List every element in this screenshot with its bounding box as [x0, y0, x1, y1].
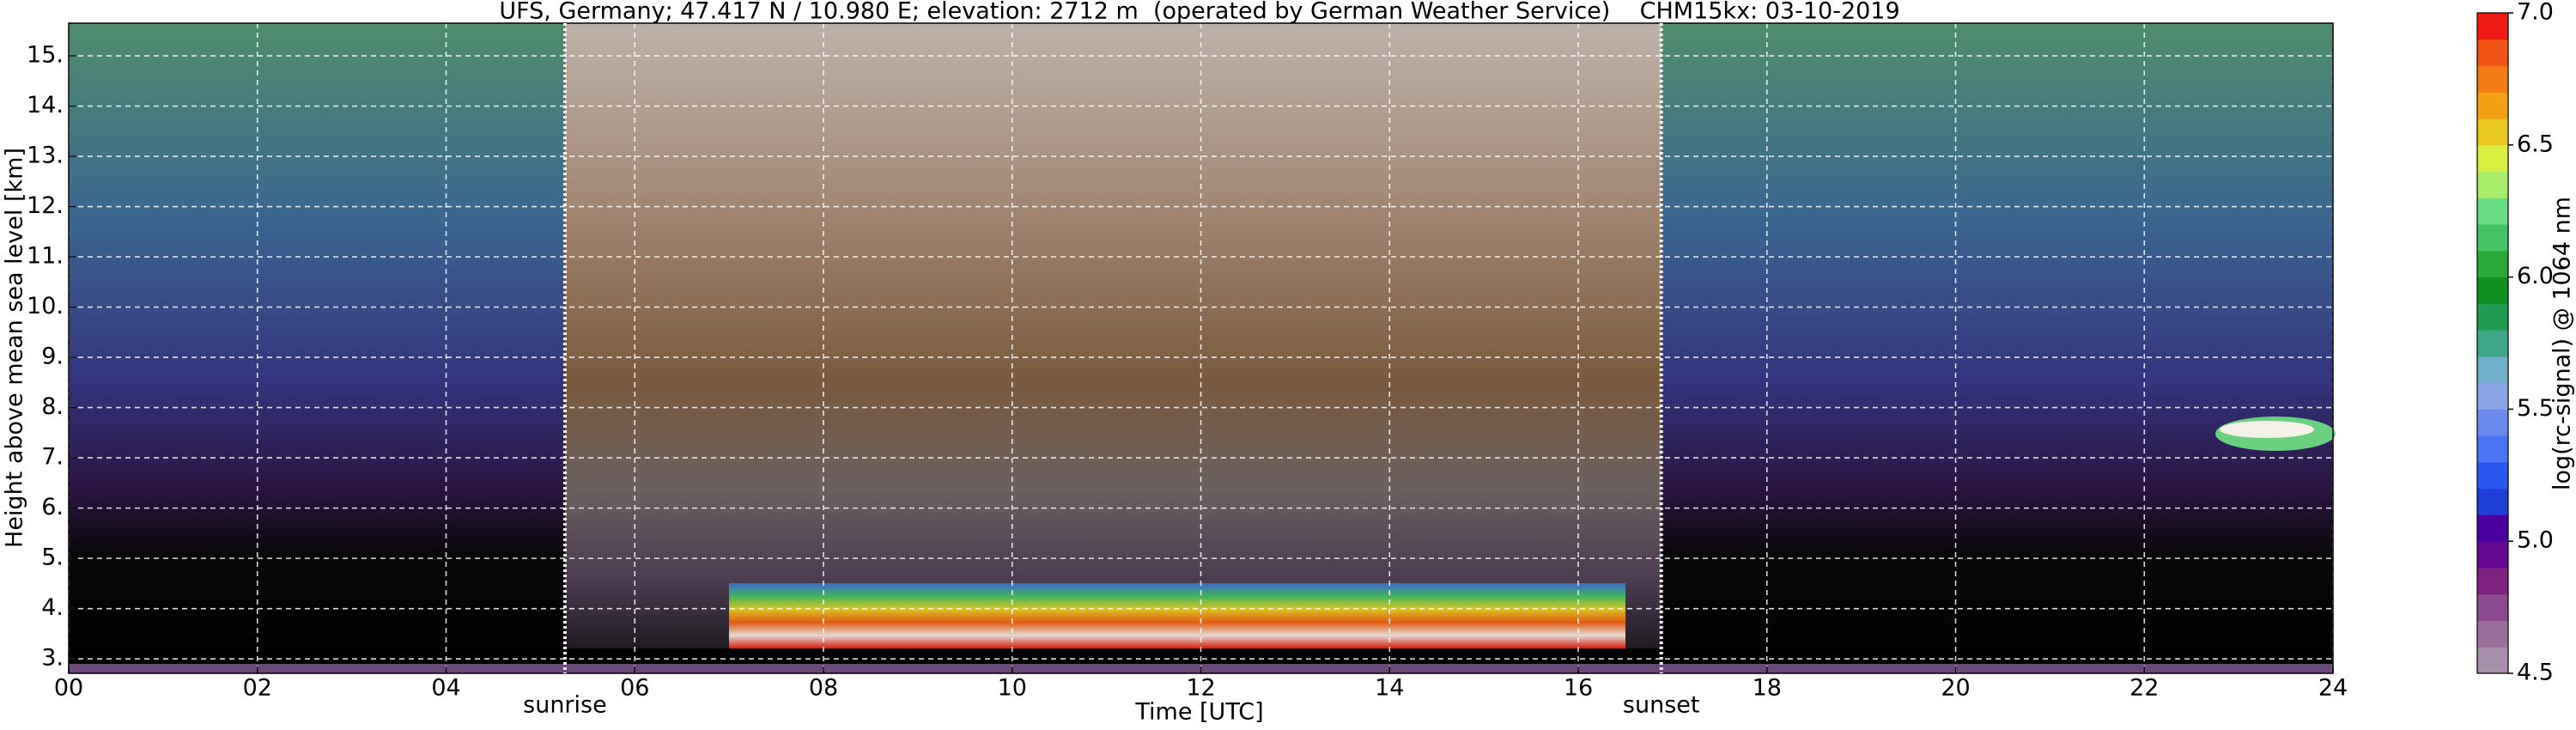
- colorbar-tick-label: 5.0: [2517, 527, 2554, 554]
- y-tick-label: 4.: [41, 594, 64, 621]
- y-tick-label: 7.: [41, 444, 64, 471]
- y-tick-label: 14.: [27, 92, 64, 119]
- x-tick-label: 14: [1375, 675, 1404, 702]
- colorbar-swatch: [2477, 303, 2508, 331]
- colorbar-swatch: [2477, 198, 2508, 225]
- y-tick-label: 11.: [27, 243, 64, 270]
- y-tick-label: 9.: [41, 344, 64, 370]
- colorbar-swatch: [2477, 13, 2508, 40]
- colorbar-swatch: [2477, 593, 2508, 621]
- x-tick-label: 12: [1186, 675, 1215, 702]
- colorbar-swatch: [2477, 356, 2508, 384]
- colorbar-tick-label: 5.5: [2517, 395, 2554, 422]
- colorbar-swatch: [2477, 435, 2508, 463]
- x-tick-label: 18: [1753, 675, 1782, 702]
- x-tick-label: 00: [54, 675, 83, 702]
- night-field: [69, 23, 565, 673]
- colorbar-tick-label: 4.5: [2517, 660, 2554, 686]
- x-tick-label: 22: [2129, 675, 2159, 702]
- annotation-label: sunrise: [523, 692, 607, 719]
- colorbar-swatch: [2477, 330, 2508, 357]
- cloud: [2220, 421, 2314, 438]
- colorbar-swatch: [2477, 250, 2508, 278]
- colorbar-swatch: [2477, 541, 2508, 569]
- colorbar-swatch: [2477, 382, 2508, 410]
- x-tick-label: 06: [620, 675, 649, 702]
- x-tick-label: 08: [809, 675, 838, 702]
- colorbar-swatch: [2477, 65, 2508, 93]
- colorbar-swatch: [2477, 461, 2508, 490]
- colorbar-tick-label: 7.0: [2517, 0, 2554, 26]
- colorbar-swatch: [2477, 620, 2508, 648]
- colorbar-swatch: [2477, 144, 2508, 173]
- y-tick-label: 3.: [41, 645, 64, 672]
- x-tick-label: 02: [243, 675, 272, 702]
- colorbar-swatch: [2477, 119, 2508, 146]
- colorbar-swatch: [2477, 277, 2508, 304]
- colorbar-swatch: [2477, 409, 2508, 436]
- x-tick-label: 16: [1564, 675, 1593, 702]
- chart-title: UFS, Germany; 47.417 N / 10.980 E; eleva…: [499, 0, 1899, 25]
- y-tick-label: 13.: [27, 143, 64, 169]
- colorbar-label: log(rc-signal) @ 1064 nm: [2549, 197, 2576, 490]
- y-tick-label: 15.: [27, 42, 64, 69]
- colorbar-swatch: [2477, 39, 2508, 67]
- y-axis-label: Height above mean sea level [km]: [2, 148, 28, 548]
- colorbar-swatch: [2477, 171, 2508, 198]
- colorbar-frame: [2476, 12, 2509, 674]
- x-tick-label: 20: [1941, 675, 1970, 702]
- annotation-label: sunset: [1623, 692, 1700, 719]
- colorbar-swatch: [2477, 567, 2508, 595]
- y-tick-label: 5.: [41, 544, 64, 571]
- day-field: [565, 23, 1662, 673]
- y-tick-label: 12.: [27, 192, 64, 219]
- y-tick-label: 10.: [27, 293, 64, 319]
- x-tick-label: 10: [998, 675, 1027, 702]
- y-tick-label: 6.: [41, 494, 64, 520]
- x-tick-label: 24: [2318, 675, 2348, 702]
- colorbar-tick-label: 6.5: [2517, 131, 2554, 157]
- colorbar-swatch: [2477, 224, 2508, 252]
- colorbar-swatch: [2477, 647, 2508, 674]
- aerosol-layer: [729, 583, 1625, 648]
- y-tick-label: 8.: [41, 393, 64, 420]
- x-axis-label: Time [UTC]: [1134, 699, 1263, 726]
- colorbar-swatch: [2477, 488, 2508, 515]
- backscatter-field: [69, 23, 2336, 673]
- colorbar-swatch: [2477, 92, 2508, 119]
- night-field: [1662, 23, 2333, 673]
- x-tick-label: 04: [431, 675, 460, 702]
- colorbar-swatch: [2477, 514, 2508, 542]
- colorbar-tick-label: 6.0: [2517, 263, 2554, 289]
